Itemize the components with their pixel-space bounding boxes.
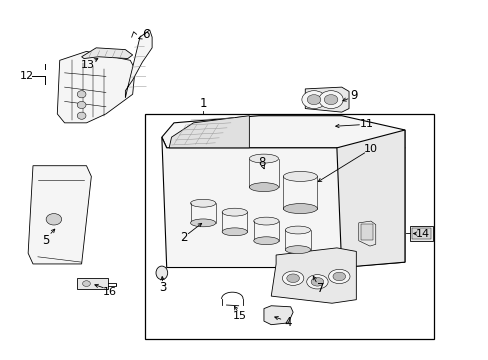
Ellipse shape: [77, 91, 86, 98]
Polygon shape: [283, 176, 317, 208]
Circle shape: [301, 91, 325, 109]
Text: 6: 6: [142, 28, 150, 41]
Polygon shape: [264, 306, 292, 325]
Circle shape: [324, 95, 337, 105]
Text: 8: 8: [257, 156, 264, 168]
Polygon shape: [190, 203, 215, 223]
Text: 14: 14: [415, 229, 429, 239]
Text: 2: 2: [180, 231, 187, 244]
Text: 4: 4: [284, 316, 291, 329]
Ellipse shape: [283, 171, 317, 181]
Bar: [144, 114, 433, 339]
Circle shape: [306, 95, 320, 105]
Bar: [360, 224, 372, 240]
Ellipse shape: [222, 208, 247, 216]
Bar: [411, 228, 430, 239]
Text: 10: 10: [363, 144, 377, 154]
Ellipse shape: [332, 272, 345, 281]
Ellipse shape: [77, 112, 86, 119]
Circle shape: [82, 281, 90, 287]
Ellipse shape: [156, 266, 167, 280]
Text: 16: 16: [102, 287, 117, 297]
Ellipse shape: [222, 228, 247, 236]
Ellipse shape: [77, 102, 86, 109]
Polygon shape: [162, 116, 404, 148]
Polygon shape: [285, 230, 310, 249]
Ellipse shape: [282, 271, 303, 285]
Ellipse shape: [253, 217, 279, 225]
Ellipse shape: [190, 199, 215, 207]
FancyBboxPatch shape: [409, 226, 432, 241]
Text: 1: 1: [199, 97, 206, 110]
Text: 11: 11: [359, 119, 373, 129]
Ellipse shape: [253, 237, 279, 245]
Bar: [77, 278, 108, 289]
Ellipse shape: [306, 275, 327, 289]
Polygon shape: [249, 158, 278, 187]
Ellipse shape: [285, 226, 310, 234]
Text: 7: 7: [316, 282, 324, 295]
Polygon shape: [57, 51, 135, 123]
Polygon shape: [305, 87, 348, 112]
Polygon shape: [336, 130, 404, 267]
Ellipse shape: [286, 274, 299, 283]
Ellipse shape: [328, 269, 349, 284]
Text: 13: 13: [81, 60, 95, 70]
Polygon shape: [162, 137, 404, 267]
Text: 15: 15: [232, 311, 246, 321]
Polygon shape: [222, 212, 247, 232]
Polygon shape: [305, 120, 341, 132]
Polygon shape: [81, 48, 132, 59]
Text: 3: 3: [159, 281, 166, 294]
Ellipse shape: [249, 183, 278, 192]
Polygon shape: [358, 221, 375, 246]
Polygon shape: [28, 166, 91, 264]
Ellipse shape: [190, 219, 215, 227]
Ellipse shape: [310, 278, 323, 286]
Polygon shape: [271, 248, 356, 303]
Ellipse shape: [285, 246, 310, 253]
Text: 9: 9: [350, 89, 357, 102]
Text: 5: 5: [42, 234, 50, 247]
Circle shape: [46, 213, 61, 225]
Polygon shape: [169, 116, 249, 148]
Ellipse shape: [249, 154, 278, 163]
Text: 12: 12: [20, 71, 34, 81]
Polygon shape: [253, 221, 279, 241]
Circle shape: [318, 91, 343, 109]
Polygon shape: [125, 30, 152, 98]
Ellipse shape: [283, 203, 317, 213]
